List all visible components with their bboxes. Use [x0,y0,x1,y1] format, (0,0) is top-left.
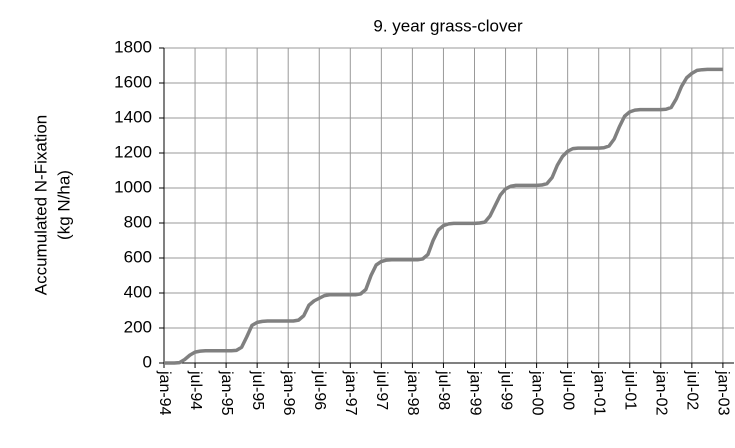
x-tick-label: jul-98 [435,370,452,410]
y-tick-label: 1000 [114,177,152,196]
x-tick-label: jul-96 [311,370,328,410]
y-tick-label: 200 [124,317,152,336]
x-tick-label: jul-95 [249,370,266,410]
x-tick-label: jul-00 [559,370,576,410]
y-tick-label: 600 [124,247,152,266]
x-tick-label: jan-94 [156,370,173,416]
chart-title: 9. year grass-clover [373,16,523,35]
x-tick-label: jan-97 [342,370,359,416]
x-tick-label: jul-94 [187,370,204,410]
x-tick-label: jan-96 [280,370,297,416]
x-tick-label: jan-02 [653,370,670,416]
y-axis-title: Accumulated N-Fixation [31,115,50,295]
x-tick-label: jul-01 [622,370,639,410]
x-tick-label: jan-99 [466,370,483,416]
x-tick-label: jul-99 [497,370,514,410]
y-tick-label: 1600 [114,72,152,91]
x-tick-label: jan-00 [528,370,545,416]
x-tick-label: jan-98 [404,370,421,416]
x-tick-label: jan-95 [218,370,235,416]
x-tick-label: jul-97 [373,370,390,410]
x-tick-label: jul-02 [684,370,701,410]
y-tick-label: 0 [143,352,152,371]
y-tick-label: 1800 [114,37,152,56]
y-axis-title: (kg N/ha) [54,170,73,240]
y-tick-label: 400 [124,282,152,301]
y-tick-label: 1200 [114,142,152,161]
x-tick-label: jan-01 [590,370,607,416]
y-tick-label: 800 [124,212,152,231]
y-tick-label: 1400 [114,107,152,126]
x-tick-label: jan-03 [715,370,732,416]
data-line [164,67,723,365]
